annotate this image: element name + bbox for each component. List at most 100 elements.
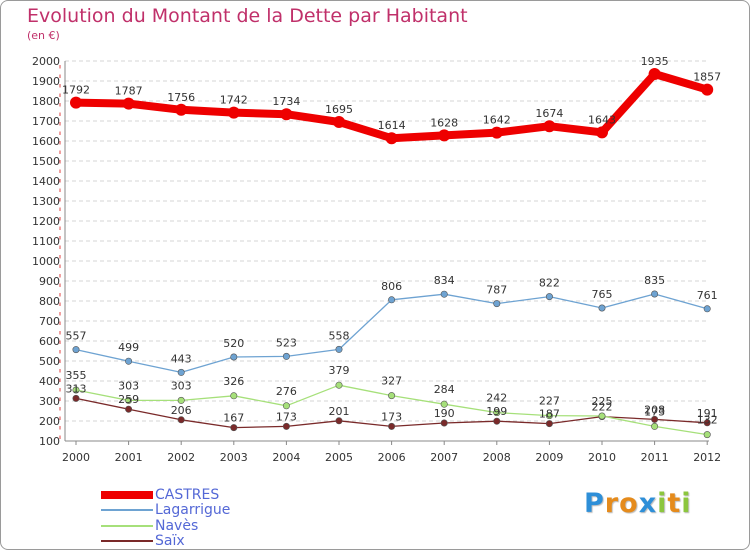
data-point [703, 419, 711, 427]
logo-letter: i [681, 488, 692, 519]
data-label: 1642 [483, 114, 511, 127]
y-tick-label: 1100 [32, 235, 60, 248]
legend-swatch [101, 490, 153, 499]
legend-label: Lagarrigue [155, 502, 231, 518]
data-point [175, 103, 188, 116]
data-point [177, 416, 185, 424]
logo-letter: x [638, 488, 658, 519]
x-tick-label: 2001 [115, 451, 143, 464]
data-point [703, 305, 711, 313]
x-tick-label: 2004 [272, 451, 300, 464]
data-label: 173 [381, 410, 402, 423]
data-point [545, 412, 553, 420]
data-label: 1935 [641, 55, 669, 68]
data-point [385, 132, 398, 145]
data-point [440, 290, 448, 298]
legend-item-navès: Navès [101, 518, 198, 534]
x-tick-label: 2002 [167, 451, 195, 464]
data-point [598, 304, 606, 312]
logo-letter: i [657, 488, 668, 519]
data-label: 835 [644, 274, 665, 287]
data-point [596, 126, 608, 139]
data-point [388, 296, 396, 304]
data-point [651, 422, 659, 430]
y-tick-label: 1400 [32, 175, 60, 188]
x-tick-label: 2011 [641, 451, 669, 464]
data-label: 761 [697, 289, 718, 302]
logo-letter: r [604, 488, 620, 519]
data-point [490, 126, 503, 139]
y-tick-label: 1300 [32, 195, 60, 208]
data-label: 303 [171, 379, 192, 392]
data-point [440, 419, 448, 427]
logo-letter: P [584, 488, 605, 519]
legend-swatch [101, 540, 153, 542]
chart-subtitle: (en €) [27, 29, 60, 42]
data-point [545, 420, 553, 428]
data-label: 1695 [325, 103, 353, 116]
data-label: 199 [486, 405, 507, 418]
data-label: 520 [223, 337, 244, 350]
data-point [230, 353, 238, 361]
data-point [280, 108, 293, 121]
data-label: 523 [276, 336, 297, 349]
data-point [335, 345, 343, 353]
x-tick-label: 2008 [483, 451, 511, 464]
data-label: 1792 [62, 84, 90, 97]
data-point [177, 396, 185, 404]
data-label: 227 [539, 395, 560, 408]
data-label: 806 [381, 280, 402, 293]
data-label: 326 [223, 375, 244, 388]
data-point [651, 415, 659, 423]
data-label: 167 [223, 412, 244, 425]
data-label: 190 [434, 407, 455, 420]
data-label: 242 [486, 392, 507, 405]
data-point [72, 346, 80, 354]
proxiti-logo: Proxiti [584, 488, 692, 519]
data-label: 173 [276, 410, 297, 423]
data-point [388, 392, 396, 400]
y-tick-label: 300 [39, 395, 60, 408]
y-tick-label: 100 [39, 435, 60, 448]
data-label: 1742 [220, 94, 248, 107]
y-tick-label: 500 [39, 355, 60, 368]
data-point [493, 417, 501, 425]
x-tick-label: 2007 [430, 451, 458, 464]
data-point [388, 422, 396, 430]
data-point [703, 431, 711, 439]
data-point [72, 386, 80, 394]
y-tick-label: 700 [39, 315, 60, 328]
data-label: 1734 [272, 95, 300, 108]
data-label: 834 [434, 274, 455, 287]
data-label: 1857 [693, 71, 721, 84]
data-point [335, 417, 343, 425]
y-tick-label: 600 [39, 335, 60, 348]
x-tick-label: 2003 [220, 451, 248, 464]
data-point [651, 290, 659, 298]
legend-item-saïx: Saïx [101, 533, 185, 549]
data-label: 1674 [535, 107, 563, 120]
data-point [493, 300, 501, 308]
data-label: 132 [697, 414, 718, 427]
plot-area [65, 61, 709, 441]
y-tick-label: 900 [39, 275, 60, 288]
data-point [230, 424, 238, 432]
data-point [125, 396, 133, 404]
data-point [227, 106, 240, 119]
x-tick-label: 2010 [588, 451, 616, 464]
y-tick-label: 800 [39, 295, 60, 308]
legend-label: CASTRES [155, 486, 220, 503]
y-tick-label: 1700 [32, 115, 60, 128]
data-label: 822 [539, 277, 560, 290]
data-label: 765 [592, 288, 613, 301]
data-point [701, 83, 714, 96]
data-point [230, 392, 238, 400]
x-tick-label: 2009 [535, 451, 563, 464]
x-tick-label: 2000 [62, 451, 90, 464]
data-point [177, 368, 185, 376]
data-point [648, 68, 661, 80]
data-label: 327 [381, 375, 402, 388]
data-label: 1756 [167, 91, 195, 104]
x-tick-label: 2006 [378, 451, 406, 464]
